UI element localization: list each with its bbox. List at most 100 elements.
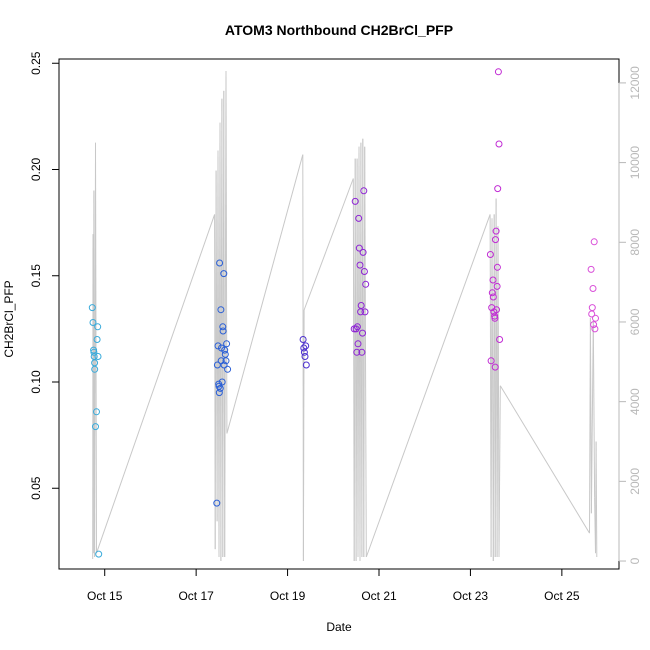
data-point xyxy=(220,270,228,278)
data-point xyxy=(219,327,227,335)
data-point xyxy=(219,323,227,331)
data-point xyxy=(486,251,494,258)
x-axis-label: Date xyxy=(326,620,352,634)
left-tick-label: 0.25 xyxy=(29,51,43,75)
right-tick-label: 2000 xyxy=(628,468,642,495)
data-point xyxy=(592,314,599,322)
line-segment xyxy=(225,70,228,434)
data-point xyxy=(492,236,499,244)
data-point xyxy=(489,293,497,301)
data-point xyxy=(217,306,225,314)
plot-frame xyxy=(58,58,620,570)
data-point xyxy=(91,365,99,373)
line-segment xyxy=(365,214,491,558)
data-point xyxy=(359,329,366,337)
data-point xyxy=(353,323,361,331)
data-point xyxy=(496,336,504,343)
data-point xyxy=(223,340,231,348)
data-point xyxy=(302,342,310,350)
data-point xyxy=(487,357,495,365)
data-point xyxy=(590,238,598,246)
y-axis-label: CH2BrCl_PFP xyxy=(2,280,16,357)
right-tick-label: 12000 xyxy=(628,66,642,100)
data-point xyxy=(362,280,370,288)
data-point xyxy=(220,361,228,369)
data-point xyxy=(590,321,598,329)
data-point xyxy=(353,348,361,356)
line-segment xyxy=(226,154,304,434)
data-point xyxy=(491,363,499,371)
data-point xyxy=(95,550,103,558)
data-point xyxy=(493,282,501,290)
right-axis: 0 2000 4000 6000 8000 10000 12000 xyxy=(618,66,642,564)
left-tick-label: 0.20 xyxy=(29,157,43,181)
right-tick-label: 8000 xyxy=(628,229,642,256)
data-point xyxy=(215,389,223,397)
data-point xyxy=(92,423,99,431)
data-point xyxy=(351,197,359,205)
data-point xyxy=(356,261,364,269)
line-segment xyxy=(499,385,590,534)
data-point xyxy=(488,289,496,297)
data-point xyxy=(355,244,363,252)
bottom-axis: Oct 15 Oct 17 Oct 19 Oct 21 Oct 23 Oct 25 xyxy=(87,568,580,603)
data-point xyxy=(360,187,368,195)
right-axis-line-series xyxy=(92,70,598,562)
data-point xyxy=(214,342,222,350)
data-point xyxy=(221,346,229,354)
line-segment xyxy=(590,321,594,514)
data-point xyxy=(355,214,363,222)
line-segment xyxy=(96,214,216,554)
data-point xyxy=(489,276,497,284)
data-point xyxy=(495,140,503,148)
data-point xyxy=(302,361,310,369)
line-segment xyxy=(498,385,501,558)
bottom-tick-label: Oct 15 xyxy=(87,589,123,603)
right-tick-label: 4000 xyxy=(628,388,642,415)
data-point xyxy=(213,361,221,369)
data-point xyxy=(492,227,500,235)
data-point xyxy=(494,185,502,193)
bottom-tick-label: Oct 17 xyxy=(178,589,214,603)
data-point xyxy=(354,340,362,348)
data-point xyxy=(591,325,599,333)
point-series-layer xyxy=(88,68,599,558)
data-point xyxy=(224,365,232,373)
left-tick-label: 0.05 xyxy=(29,476,43,500)
bottom-tick-label: Oct 23 xyxy=(453,589,489,603)
data-point xyxy=(216,384,224,392)
right-tick-label: 6000 xyxy=(628,308,642,335)
line-segment xyxy=(497,226,500,558)
data-point xyxy=(216,259,224,267)
line-segment xyxy=(595,441,598,558)
data-point xyxy=(493,306,500,314)
data-point xyxy=(300,344,308,352)
data-point xyxy=(90,348,98,356)
right-tick-label: 0 xyxy=(628,557,642,564)
data-point xyxy=(359,248,367,256)
data-point xyxy=(357,302,365,309)
data-point xyxy=(494,68,502,76)
data-point xyxy=(301,353,309,360)
data-point xyxy=(360,268,368,275)
data-point xyxy=(587,265,595,273)
data-point xyxy=(493,263,501,271)
data-point xyxy=(94,353,102,360)
data-point xyxy=(300,348,308,356)
bottom-tick-label: Oct 19 xyxy=(270,589,306,603)
data-point xyxy=(93,336,101,343)
line-segment xyxy=(592,321,596,498)
data-point xyxy=(88,304,96,312)
data-point xyxy=(358,348,366,356)
chart-title: ATOM3 Northbound CH2BrCl_PFP xyxy=(225,22,453,38)
left-tick-label: 0.15 xyxy=(29,264,43,288)
right-tick-label: 10000 xyxy=(628,146,642,180)
bottom-tick-label: Oct 21 xyxy=(361,589,397,603)
data-point xyxy=(89,319,97,326)
data-point xyxy=(93,408,100,416)
data-point xyxy=(589,285,597,292)
data-point xyxy=(222,357,230,365)
data-point xyxy=(299,336,307,343)
data-point xyxy=(94,323,102,331)
